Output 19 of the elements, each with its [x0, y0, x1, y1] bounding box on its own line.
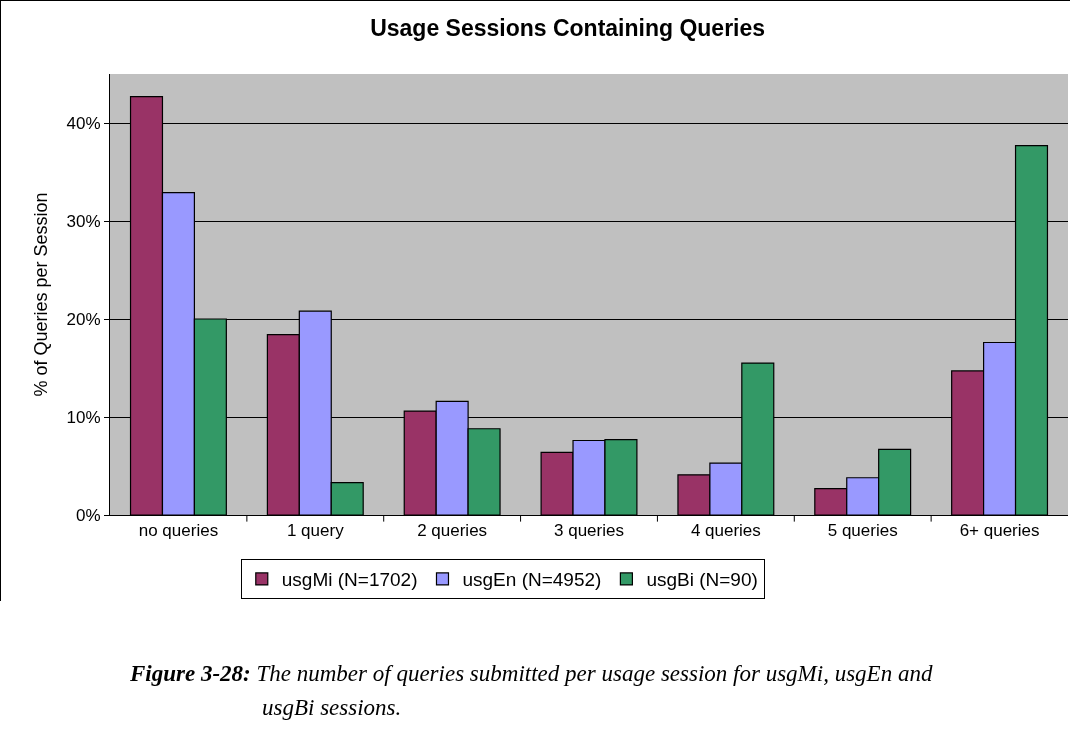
y-tick-label: 0% — [76, 505, 101, 525]
y-tick-label: 10% — [66, 407, 101, 427]
text: The number of queries submitted per usage session for usgMi, usgEn and usgBi sessions. — [256, 661, 933, 720]
x-tick-label: 6+ queries — [959, 521, 1040, 541]
x-tick-label: 3 queries — [554, 521, 624, 541]
y-tick-label: 40% — [66, 113, 101, 133]
y-tick-label: 20% — [66, 309, 101, 329]
y-axis-title: % of Queries per Session — [30, 192, 51, 397]
y-tick-label: 30% — [66, 211, 101, 231]
x-tick-label: 5 queries — [827, 521, 898, 541]
x-tick-label: no queries — [138, 521, 219, 541]
x-tick-label: 1 query — [286, 521, 345, 541]
caption: Figure 3-28: — [130, 661, 252, 686]
x-tick-label: 2 queries — [417, 521, 488, 541]
legend-label: usgEn (N=4952) — [462, 569, 602, 591]
legend-label: usgBi (N=90) — [646, 569, 758, 591]
x-tick-label: 4 queries — [690, 521, 761, 541]
legend-label: usgMi (N=1702) — [281, 569, 418, 591]
chart-title: Usage Sessions Containing Queries — [370, 14, 766, 41]
